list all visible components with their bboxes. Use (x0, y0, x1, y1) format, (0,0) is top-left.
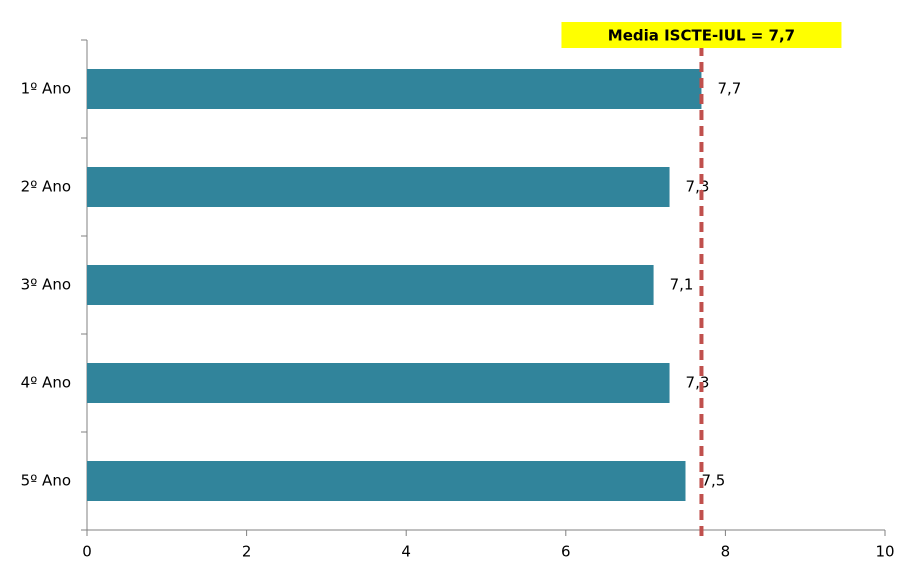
value-label: 7,1 (670, 276, 694, 294)
y-tick-label: 1º Ano (21, 80, 71, 98)
y-tick-label: 3º Ano (21, 276, 71, 294)
bar (87, 265, 654, 305)
bar (87, 69, 702, 109)
value-label: 7,5 (702, 472, 726, 490)
x-tick-label: 4 (401, 543, 411, 561)
y-tick-label: 4º Ano (21, 374, 71, 392)
reference-label: Media ISCTE-IUL = 7,7 (608, 27, 795, 45)
x-tick-label: 2 (242, 543, 252, 561)
value-label: 7,3 (686, 374, 710, 392)
bar (87, 363, 670, 403)
x-tick-label: 0 (82, 543, 92, 561)
y-tick-label: 2º Ano (21, 178, 71, 196)
x-tick-label: 10 (875, 543, 894, 561)
x-tick-label: 6 (561, 543, 571, 561)
reference-label-box (561, 22, 842, 48)
y-tick-label: 5º Ano (21, 472, 71, 490)
value-label: 7,7 (717, 80, 741, 98)
bar (87, 167, 670, 207)
bar (87, 461, 686, 501)
value-label: 7,3 (686, 178, 710, 196)
x-tick-label: 8 (721, 543, 731, 561)
